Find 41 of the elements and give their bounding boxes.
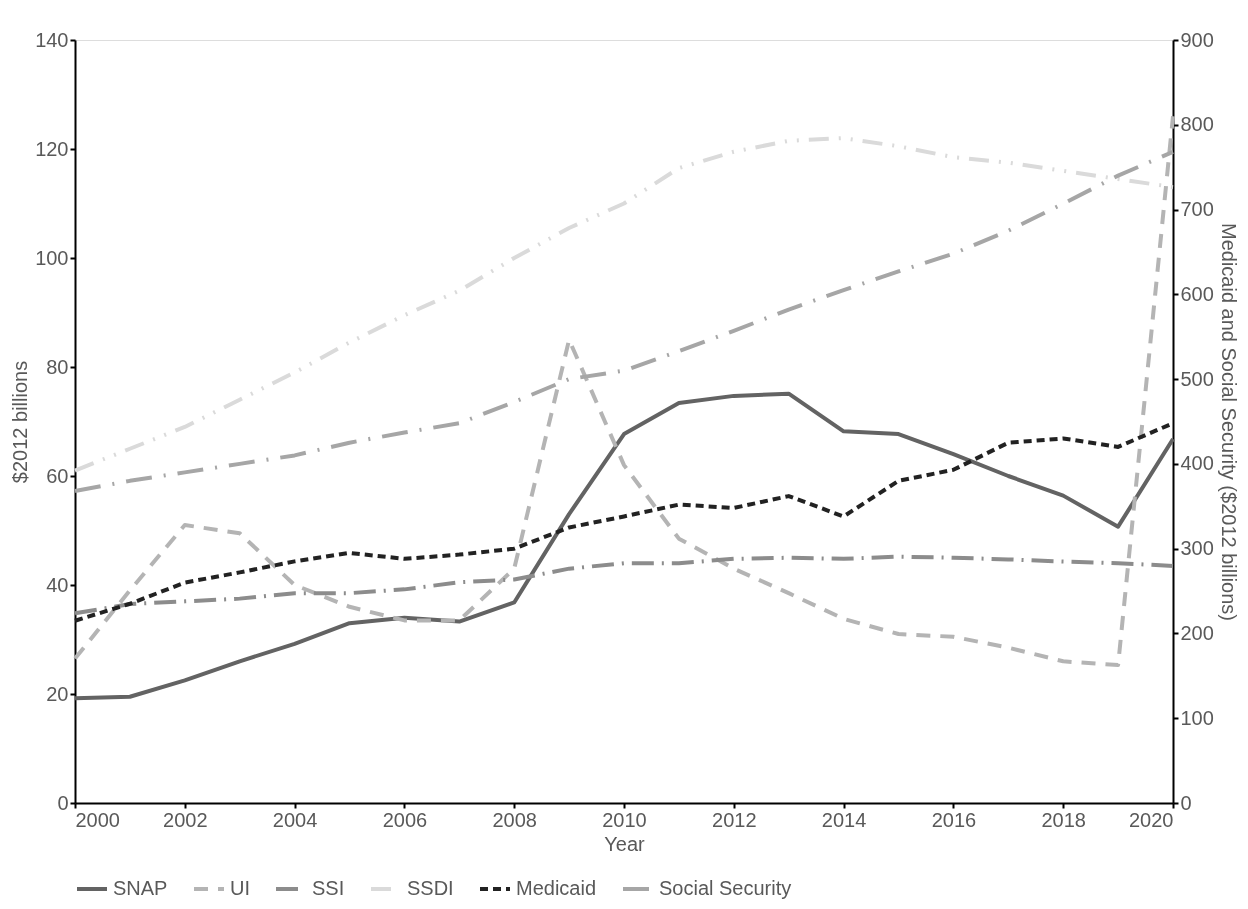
line-series (73, 554, 1175, 616)
y-tick-label: 20 (46, 682, 69, 705)
y2-axis-title: Medicaid and Social Security ($2012 billions) (1217, 223, 1240, 621)
y-tick-label: 60 (46, 464, 69, 487)
x-axis-title: Year (604, 832, 646, 855)
legend-label: UI (230, 877, 250, 899)
legend-label: Social Security (659, 877, 792, 899)
y2-tick-label: 600 (1180, 282, 1214, 305)
y-tick-label: 140 (35, 28, 69, 51)
x-tick-label: 2012 (712, 808, 757, 831)
y2-tick-label: 100 (1180, 706, 1214, 729)
x-tick-label: 2010 (602, 808, 647, 831)
y2-tick-label: 500 (1180, 367, 1214, 390)
x-tick-label: 2018 (1041, 808, 1086, 831)
y-tick-label: 0 (57, 791, 69, 814)
line-series (73, 391, 1175, 701)
y2-tick-label: 900 (1180, 28, 1214, 51)
y-tick-label: 80 (46, 355, 69, 378)
x-tick-label: 2002 (163, 808, 208, 831)
x-tick-label: 2006 (382, 808, 428, 831)
y2-tick-label: 0 (1180, 791, 1192, 814)
legend-label: SNAP (113, 877, 168, 899)
y-tick-label: 100 (35, 246, 69, 269)
y2-tick-label: 300 (1180, 537, 1214, 560)
y2-tick-label: 200 (1180, 621, 1214, 644)
y-axis-title: $2012 billions (9, 360, 32, 484)
x-tick-label: 2000 (75, 808, 120, 831)
y2-tick-label: 400 (1180, 452, 1214, 475)
y-tick-label: 40 (46, 573, 69, 596)
y2-tick-label: 800 (1180, 113, 1214, 136)
line-series (73, 114, 1175, 668)
y-tick-label: 120 (35, 137, 69, 160)
legend-label: SSI (312, 877, 345, 899)
legend-label: Medicaid (516, 877, 597, 899)
y2-tick-label: 700 (1180, 198, 1214, 221)
legend-label: SSDI (407, 877, 454, 899)
x-tick-label: 2008 (492, 808, 537, 831)
x-tick-label: 2004 (272, 808, 318, 831)
x-tick-label: 2014 (821, 808, 867, 831)
x-tick-label: 2016 (931, 808, 977, 831)
x-tick-label: 2020 (1129, 808, 1174, 831)
